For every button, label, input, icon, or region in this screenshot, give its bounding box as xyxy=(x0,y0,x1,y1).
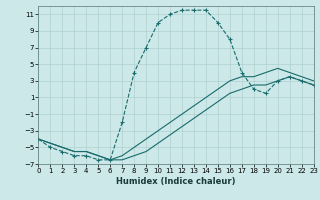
X-axis label: Humidex (Indice chaleur): Humidex (Indice chaleur) xyxy=(116,177,236,186)
